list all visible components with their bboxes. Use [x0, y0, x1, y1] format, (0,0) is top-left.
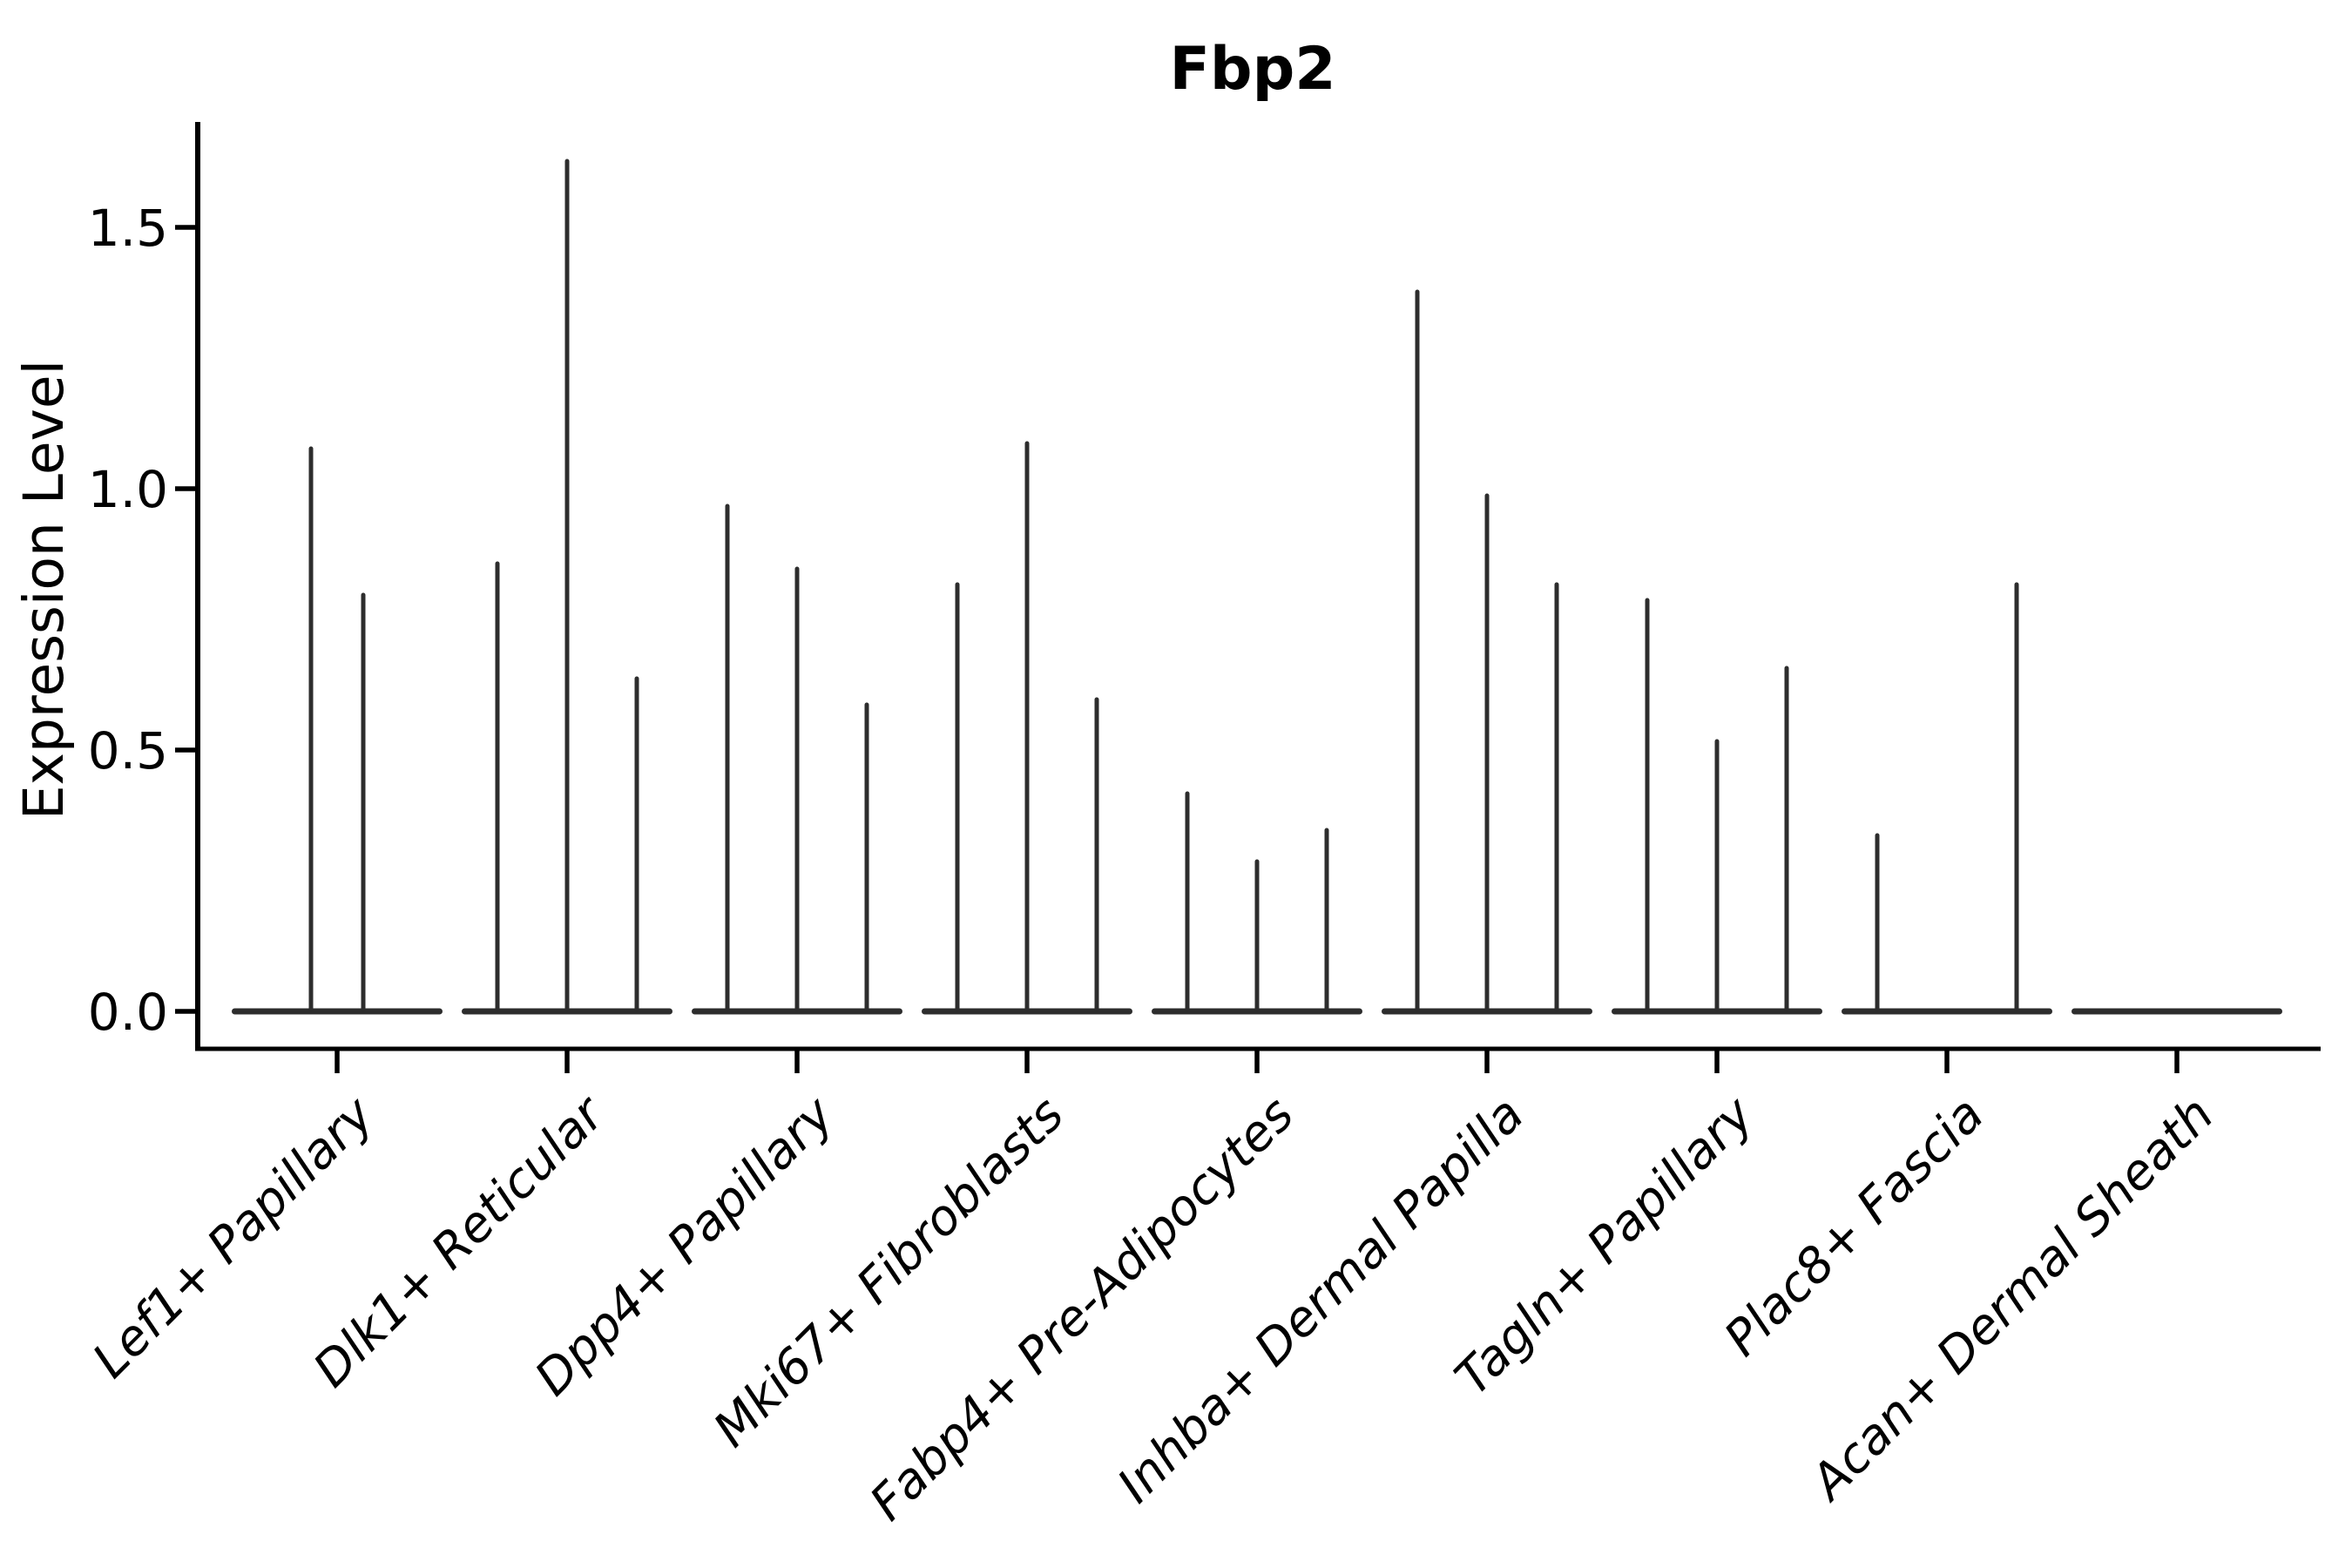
chart-title: Fbp2 — [1169, 35, 1335, 104]
y-tick-label: 0.5 — [88, 721, 168, 781]
axes-layer — [175, 122, 2321, 1073]
y-tick-label: 0.0 — [88, 983, 168, 1042]
x-tick-label: Inhba+ Dermal Papilla — [1107, 1086, 1535, 1514]
violins-layer — [232, 159, 2282, 1015]
x-tick-label: Acan+ Dermal Sheath — [1799, 1086, 2225, 1512]
y-tick-label: 1.5 — [88, 199, 168, 258]
violin-base — [1842, 1008, 2052, 1015]
x-tick-label: Fabp4+ Pre-Adipocytes — [860, 1086, 1305, 1531]
y-axis-label: Expression Level — [12, 360, 76, 820]
y-tick-label: 1.0 — [88, 460, 168, 519]
violin-base — [2072, 1008, 2282, 1015]
violin-base — [232, 1008, 443, 1015]
